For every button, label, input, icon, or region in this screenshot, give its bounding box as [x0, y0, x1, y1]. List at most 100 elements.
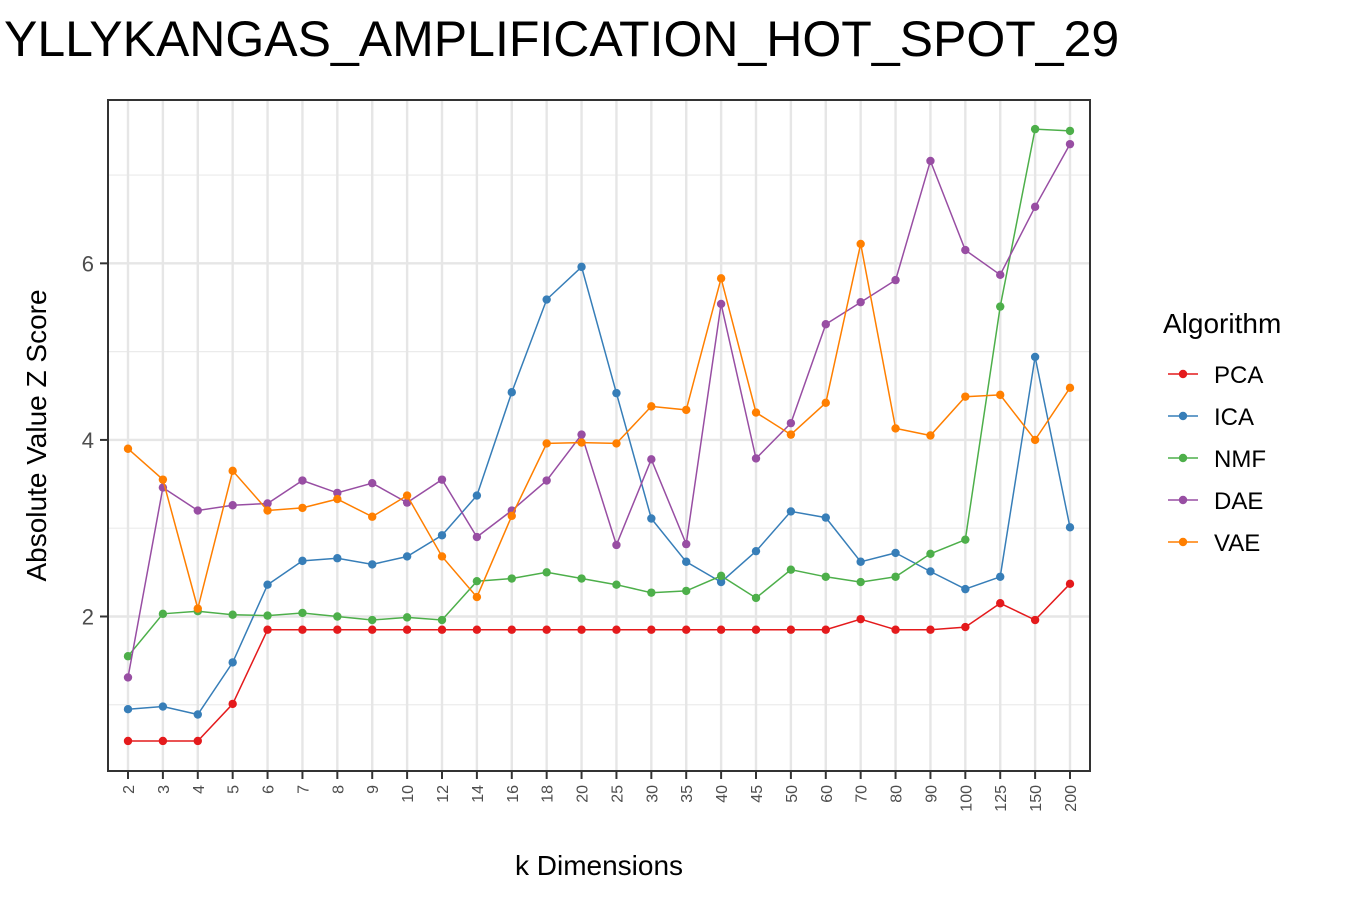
y-axis-title: Absolute Value Z Score — [21, 289, 52, 581]
x-tick-label: 125 — [993, 785, 1010, 812]
data-point-nmf — [751, 593, 761, 603]
data-point-pca — [1030, 615, 1040, 625]
data-point-ica — [682, 557, 691, 566]
data-point-nmf — [856, 577, 865, 587]
data-point-ica — [856, 557, 865, 566]
data-point-dae — [751, 454, 761, 463]
data-point-pca — [123, 736, 133, 746]
data-point-vae — [682, 405, 691, 415]
data-point-dae — [612, 540, 621, 550]
data-point-vae — [786, 430, 796, 439]
data-point-vae — [472, 592, 482, 602]
data-point-pca — [996, 599, 1005, 608]
data-point-ica — [263, 580, 272, 589]
x-tick-label: 25 — [609, 785, 626, 803]
data-point-nmf — [961, 535, 970, 544]
data-point-nmf — [716, 571, 726, 581]
data-point-dae — [542, 476, 551, 485]
data-point-nmf — [612, 580, 621, 589]
data-point-ica — [402, 552, 412, 561]
data-point-ica — [298, 556, 307, 566]
x-tick-label: 70 — [854, 785, 871, 803]
y-tick-label: 6 — [82, 251, 94, 276]
series-pca — [123, 579, 1075, 746]
data-point-dae — [891, 275, 900, 285]
data-point-pca — [228, 699, 237, 709]
data-point-dae — [472, 532, 482, 542]
x-tick-label: 35 — [679, 785, 696, 803]
x-tick-label: 10 — [400, 785, 417, 803]
data-point-vae — [821, 398, 830, 408]
legend-label: PCA — [1214, 362, 1263, 389]
chart-title: YLLYKANGAS_AMPLIFICATION_HOT_SPOT_29 — [4, 11, 1120, 67]
data-point-ica — [786, 507, 796, 516]
data-point-dae — [193, 506, 202, 515]
data-point-vae — [926, 431, 935, 440]
series-vae — [123, 239, 1075, 613]
data-point-vae — [158, 475, 168, 484]
data-point-nmf — [577, 574, 586, 583]
data-point-ica — [961, 584, 970, 594]
data-point-ica — [821, 513, 830, 522]
data-point-vae — [1065, 383, 1075, 393]
data-point-ica — [228, 658, 237, 667]
series-lines — [123, 124, 1075, 746]
data-point-pca — [368, 625, 377, 634]
legend: Algorithm PCA ICA NMF DAE VAE — [1163, 308, 1281, 557]
data-point-ica — [368, 560, 377, 569]
legend-key-point — [1178, 411, 1188, 421]
data-point-ica — [577, 262, 586, 272]
data-point-nmf — [437, 615, 447, 625]
data-point-dae — [856, 297, 865, 307]
x-tick-label: 50 — [784, 785, 801, 803]
x-tick-label: 12 — [435, 785, 452, 803]
x-tick-label: 45 — [749, 785, 766, 803]
data-point-dae — [577, 430, 586, 439]
data-point-ica — [542, 295, 551, 304]
series-ica — [123, 262, 1075, 719]
data-point-ica — [996, 572, 1005, 581]
data-point-dae — [333, 488, 342, 498]
x-tick-label: 8 — [330, 785, 347, 794]
data-point-vae — [542, 439, 551, 448]
data-point-dae — [682, 539, 691, 549]
data-point-ica — [647, 514, 656, 523]
x-tick-label: 150 — [1028, 785, 1045, 812]
series-line-pca — [128, 583, 1071, 742]
data-point-dae — [437, 475, 447, 484]
data-point-pca — [542, 625, 551, 634]
data-point-pca — [158, 736, 168, 746]
data-point-pca — [472, 625, 482, 634]
data-point-vae — [891, 424, 900, 433]
data-point-dae — [298, 476, 307, 485]
x-tick-label: 4 — [191, 785, 208, 794]
series-line-dae — [127, 143, 1071, 678]
data-point-ica — [1065, 523, 1075, 532]
data-point-vae — [996, 390, 1005, 400]
data-point-dae — [368, 478, 377, 488]
data-point-nmf — [926, 549, 935, 559]
x-tick-label: 6 — [261, 785, 278, 794]
x-tick-label: 9 — [365, 785, 382, 794]
data-point-nmf — [507, 574, 516, 583]
data-point-dae — [786, 418, 796, 428]
x-tick-label: 60 — [819, 785, 836, 803]
data-point-vae — [577, 438, 586, 447]
data-point-pca — [856, 614, 865, 624]
data-point-pca — [821, 625, 830, 634]
data-point-nmf — [158, 609, 168, 619]
data-point-ica — [193, 710, 202, 719]
data-point-ica — [612, 388, 621, 398]
data-point-vae — [751, 408, 761, 417]
data-point-vae — [193, 604, 202, 613]
data-point-ica — [507, 388, 516, 397]
series-line-ica — [127, 265, 1071, 716]
data-point-vae — [368, 512, 377, 521]
data-point-nmf — [123, 652, 133, 661]
legend-label: VAE — [1214, 530, 1260, 557]
data-point-nmf — [263, 611, 272, 620]
data-point-pca — [926, 625, 935, 634]
data-point-pca — [263, 625, 272, 634]
data-point-ica — [158, 702, 168, 711]
